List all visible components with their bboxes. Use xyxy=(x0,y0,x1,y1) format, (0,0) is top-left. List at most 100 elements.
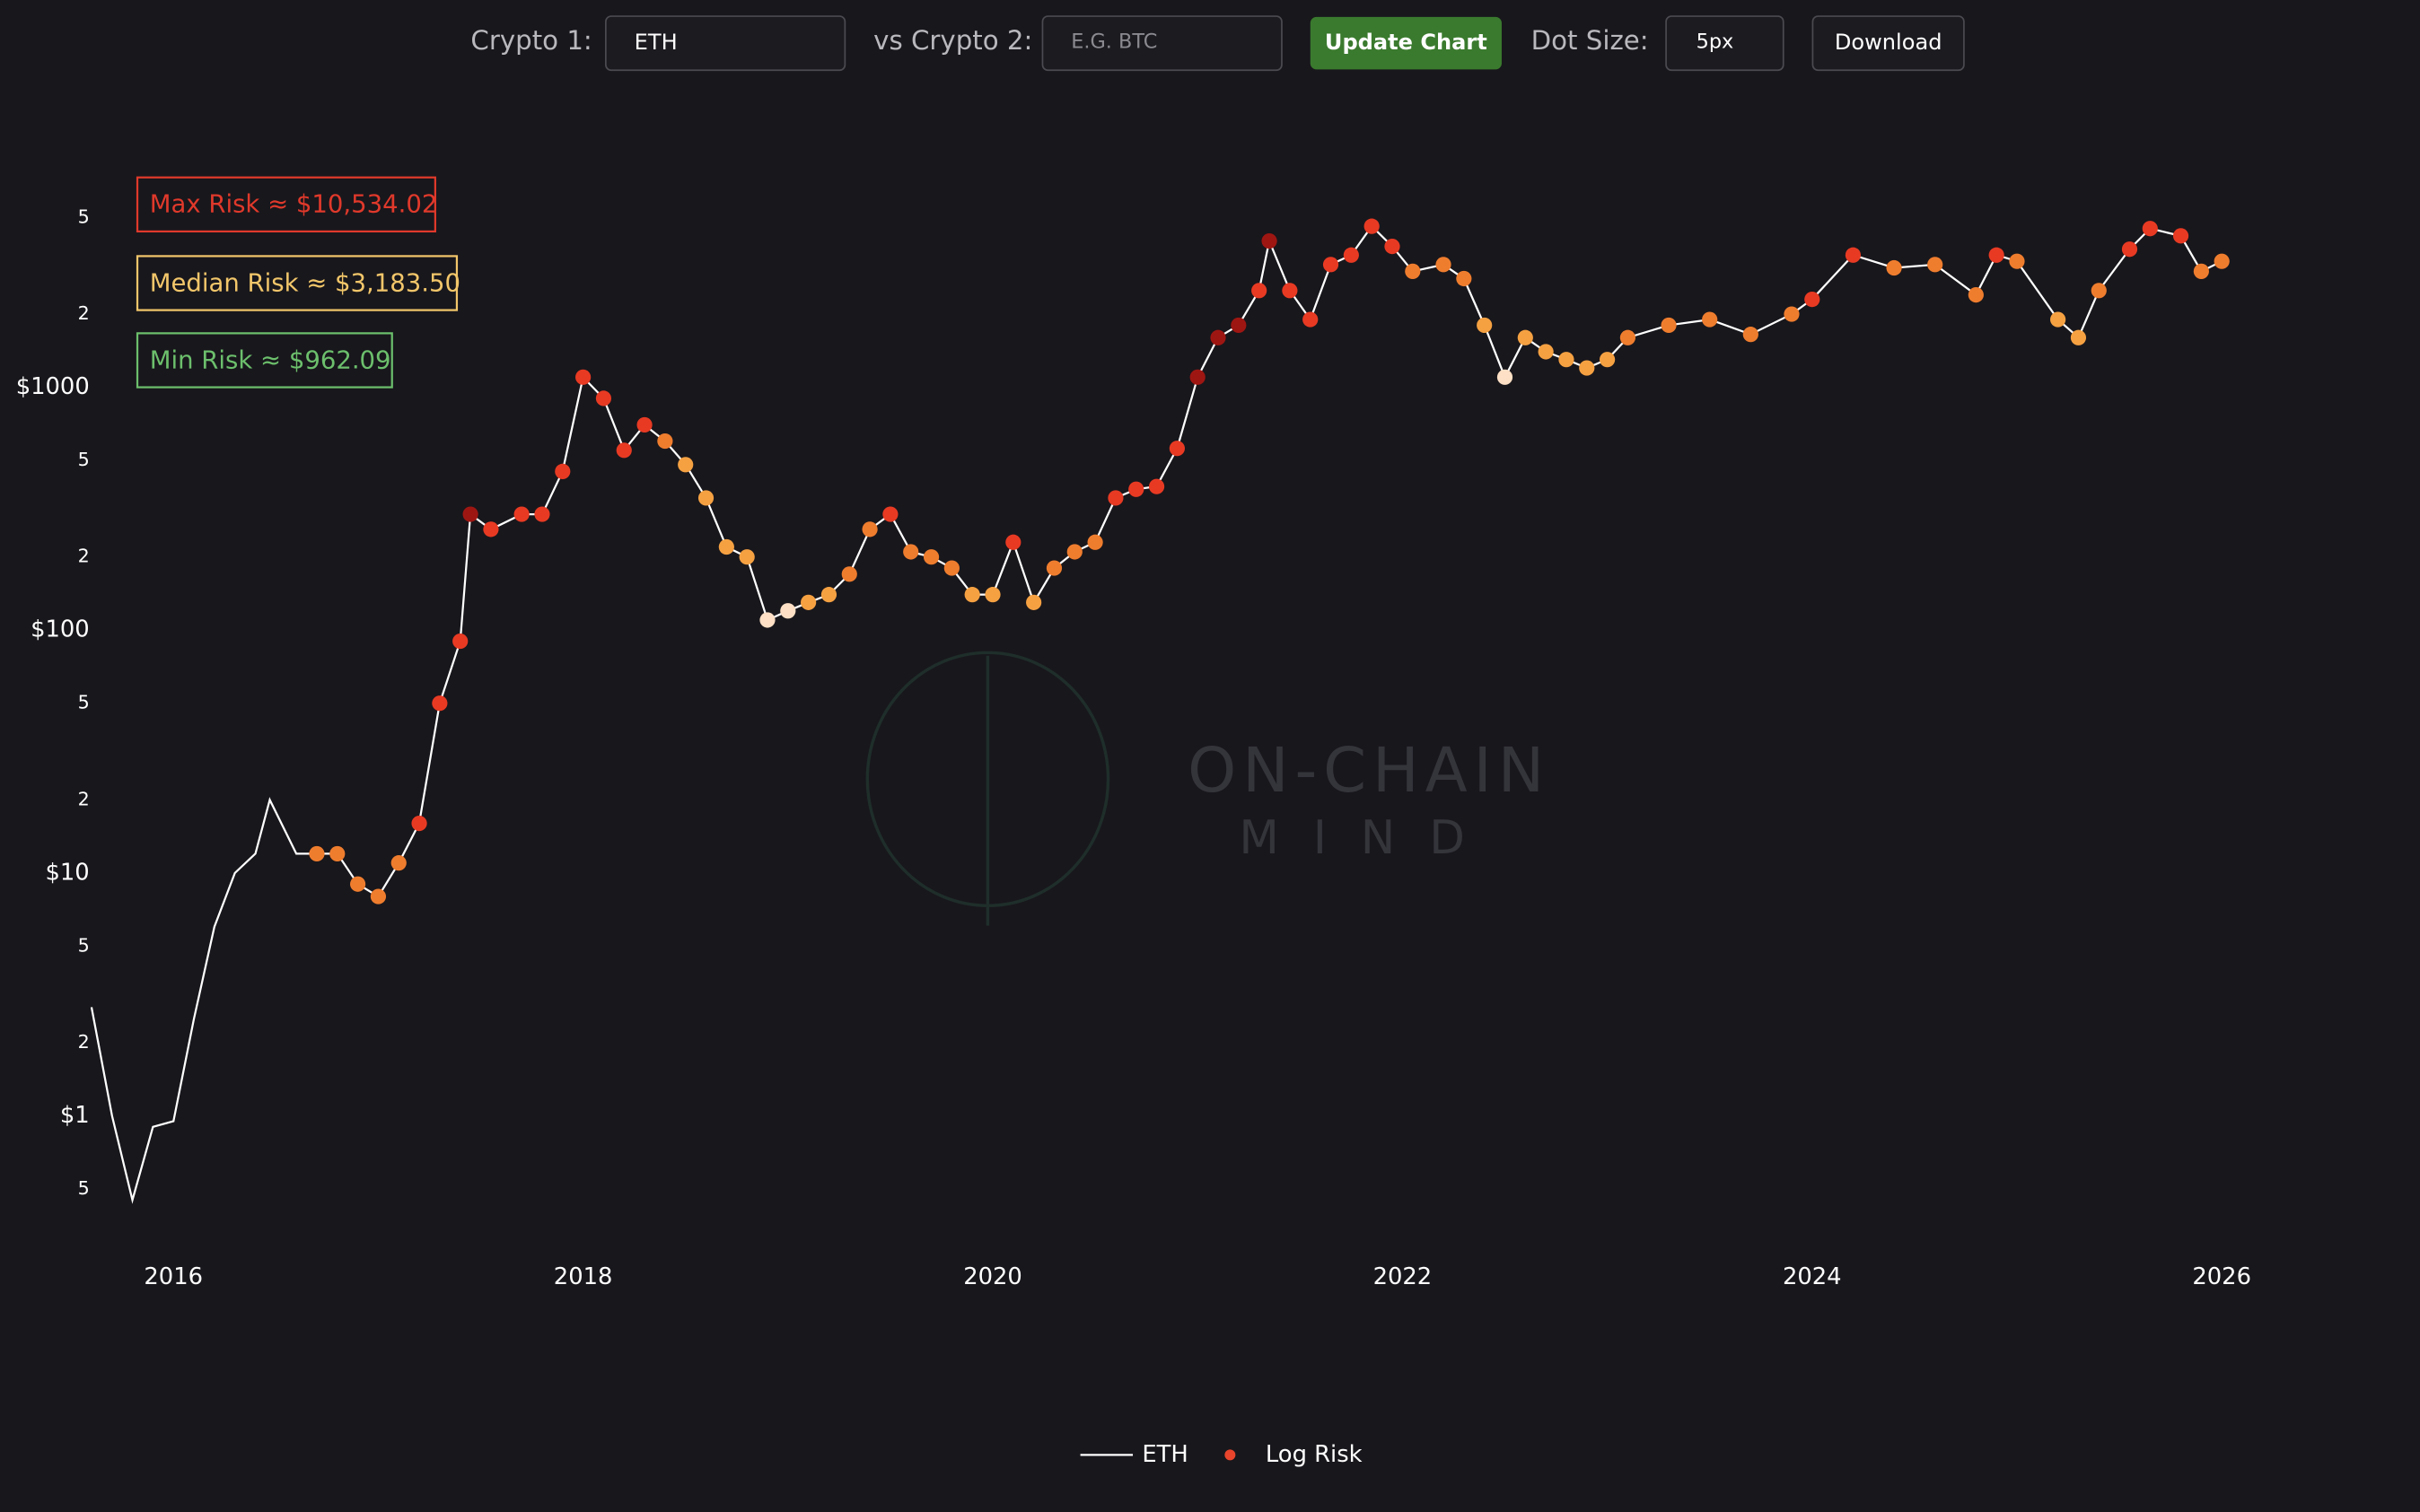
crypto1-label: Crypto 1: xyxy=(470,26,592,57)
x-tick-label: 2026 xyxy=(2192,1263,2251,1290)
risk-dot xyxy=(2121,241,2138,258)
risk-dot xyxy=(923,549,940,565)
risk-dot xyxy=(462,506,478,522)
x-tick-label: 2016 xyxy=(144,1263,203,1290)
risk-dot xyxy=(1251,283,1267,299)
update-button[interactable]: Update Chart xyxy=(1310,16,1502,70)
risk-dot xyxy=(2070,329,2087,345)
risk-label: Median Risk ≈ $3,183.50 xyxy=(150,268,460,297)
risk-dot xyxy=(1496,369,1513,385)
legend-dot xyxy=(1224,1449,1236,1461)
risk-dot xyxy=(1210,329,1226,345)
dot-size-select[interactable]: 5px xyxy=(1665,15,1784,72)
risk-dot xyxy=(1988,247,2004,263)
risk-dot xyxy=(678,457,694,473)
risk-dot xyxy=(1927,257,1943,273)
risk-dot xyxy=(2214,253,2230,269)
risk-dot xyxy=(1282,283,1298,299)
risk-box xyxy=(136,176,436,233)
risk-dot xyxy=(718,538,734,555)
risk-dot xyxy=(1148,478,1165,494)
risk-dot xyxy=(2193,263,2209,279)
risk-dot xyxy=(2091,283,2107,299)
risk-dot xyxy=(2050,311,2066,328)
risk-box xyxy=(136,332,393,389)
y-tick-label: $100 xyxy=(31,616,90,643)
risk-dot xyxy=(697,490,715,506)
risk-dot xyxy=(1558,352,1574,368)
risk-dot xyxy=(1742,327,1758,343)
risk-dot xyxy=(1702,311,1718,328)
risk-dot xyxy=(780,603,796,619)
risk-dot xyxy=(1599,352,1616,368)
x-tick-label: 2020 xyxy=(963,1263,1022,1290)
risk-dot xyxy=(985,587,1001,603)
watermark: ON-CHAIN xyxy=(1188,735,1550,807)
risk-dot xyxy=(575,369,592,385)
crypto2-input[interactable]: E.G. BTC xyxy=(1041,15,1283,72)
risk-dot xyxy=(964,587,980,603)
risk-dot xyxy=(1845,247,1862,263)
x-tick-label: 2024 xyxy=(1783,1263,1842,1290)
x-tick-label: 2018 xyxy=(554,1263,613,1290)
risk-dot xyxy=(534,506,550,522)
y-tick-label: 2 xyxy=(78,546,90,567)
risk-dot xyxy=(309,845,325,862)
risk-dot xyxy=(1169,441,1185,457)
risk-dot xyxy=(350,876,366,892)
risk-dot xyxy=(1108,490,1124,506)
y-tick-label: 5 xyxy=(78,205,90,227)
crypto1-input[interactable]: ETH xyxy=(605,15,846,72)
risk-dot xyxy=(483,521,499,538)
risk-dot xyxy=(1231,317,1247,334)
risk-dot xyxy=(2172,228,2189,244)
risk-dot xyxy=(1619,329,1636,345)
y-tick-label: 2 xyxy=(78,788,90,809)
risk-dot xyxy=(636,416,653,433)
risk-dot xyxy=(1087,534,1103,550)
risk-dot xyxy=(411,816,427,832)
legend-label: ETH xyxy=(1142,1441,1188,1468)
risk-dot xyxy=(2009,253,2025,269)
risk-dot xyxy=(1456,270,1472,287)
risk-dot xyxy=(329,845,346,862)
risk-dot xyxy=(1302,311,1319,328)
risk-dot xyxy=(432,695,448,712)
legend-label: Log Risk xyxy=(1266,1441,1363,1468)
risk-dot xyxy=(1538,344,1554,360)
risk-dot xyxy=(1804,292,1820,308)
risk-dot xyxy=(943,560,960,576)
risk-dot xyxy=(1968,287,1984,303)
y-tick-label: 5 xyxy=(78,1177,90,1199)
risk-dot xyxy=(555,463,571,479)
price-line xyxy=(90,224,2223,1204)
watermark: MIND xyxy=(1239,811,1498,865)
risk-dot xyxy=(739,549,755,565)
risk-dot xyxy=(882,506,899,522)
risk-label: Min Risk ≈ $962.09 xyxy=(150,345,391,374)
dot-size-label: Dot Size: xyxy=(1530,26,1649,57)
risk-dot xyxy=(801,594,817,610)
risk-dot xyxy=(1189,369,1206,385)
y-tick-label: $10 xyxy=(46,859,90,886)
y-tick-label: 5 xyxy=(78,449,90,470)
risk-dot xyxy=(1384,238,1400,255)
risk-dot xyxy=(2142,221,2158,237)
y-tick-label: $1 xyxy=(60,1102,90,1129)
risk-dot xyxy=(1784,306,1800,322)
risk-dot xyxy=(1343,247,1359,263)
risk-dot xyxy=(1322,257,1339,273)
risk-dot xyxy=(862,521,878,538)
y-tick-label: 2 xyxy=(78,1031,90,1053)
risk-label: Max Risk ≈ $10,534.02 xyxy=(150,190,438,219)
risk-dot xyxy=(452,633,469,650)
risk-dot xyxy=(903,544,919,560)
risk-dot xyxy=(595,390,612,406)
risk-dot xyxy=(1477,317,1493,334)
y-tick-label: 5 xyxy=(78,692,90,713)
download-button[interactable]: Download xyxy=(1811,15,1965,72)
risk-box xyxy=(136,255,459,311)
